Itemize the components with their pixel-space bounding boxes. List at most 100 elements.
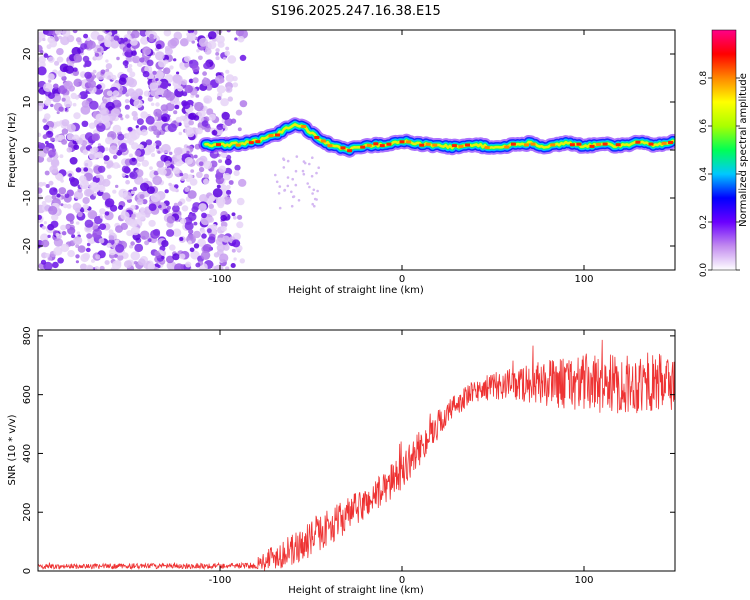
noise-blob: [155, 145, 160, 149]
noise-blob: [72, 30, 78, 34]
noise-blob: [295, 155, 299, 158]
noise-blob: [104, 211, 110, 216]
noise-blob: [77, 211, 83, 217]
noise-blob: [166, 215, 176, 224]
noise-blob: [162, 208, 169, 215]
spectral-peak: [347, 149, 353, 153]
noise-blob: [73, 112, 81, 120]
noise-blob: [198, 37, 209, 47]
noise-blob: [47, 73, 55, 81]
noise-blob: [149, 82, 159, 91]
noise-blob: [204, 47, 212, 55]
noise-blob: [218, 159, 223, 164]
noise-blob: [188, 229, 194, 235]
noise-blob: [167, 83, 171, 87]
x-tick-label: 100: [574, 274, 593, 285]
noise-blob: [315, 171, 318, 175]
noise-blob: [230, 263, 236, 268]
colorbar-tick-label: 0.4: [699, 167, 709, 182]
noise-blob: [86, 233, 93, 239]
noise-blob: [189, 60, 193, 64]
noise-blob: [225, 69, 230, 74]
noise-blob: [71, 46, 81, 56]
noise-blob: [225, 266, 230, 270]
noise-blob: [130, 134, 138, 141]
spectral-peak: [550, 143, 556, 147]
noise-blob: [156, 87, 165, 96]
noise-blob: [239, 258, 245, 264]
noise-blob: [44, 253, 50, 258]
spectral-peak: [320, 139, 326, 143]
noise-blob: [45, 130, 54, 138]
colorbar-tick-label: 0.0: [699, 263, 709, 278]
noise-blob: [225, 74, 235, 83]
noise-blob: [215, 196, 226, 207]
noise-blob: [172, 253, 180, 261]
noise-blob: [38, 214, 42, 220]
noise-blob: [80, 43, 88, 50]
noise-blob: [58, 106, 64, 112]
noise-blob: [134, 243, 144, 253]
noise-blob: [303, 161, 307, 165]
noise-blob: [133, 261, 138, 265]
noise-blob: [286, 184, 290, 188]
noise-blob: [46, 44, 52, 50]
x-tick-label: -100: [209, 575, 232, 586]
spectral-peak: [661, 141, 667, 145]
noise-blob: [97, 34, 104, 42]
noise-blob: [66, 147, 73, 153]
noise-blob: [116, 164, 121, 168]
noise-blob: [76, 231, 81, 235]
spectral-peak: [524, 143, 529, 147]
spectral-peak: [340, 146, 346, 150]
noise-blob: [82, 55, 90, 63]
noise-blob: [122, 60, 129, 66]
spectral-peak: [314, 136, 320, 139]
noise-blob: [66, 123, 76, 133]
noise-blob: [44, 195, 53, 203]
noise-blob: [49, 187, 58, 196]
noise-blob: [56, 48, 64, 56]
noise-blob: [66, 204, 72, 209]
noise-blob: [95, 254, 101, 260]
noise-blob: [102, 99, 108, 104]
noise-blob: [108, 235, 115, 241]
noise-blob: [239, 100, 248, 108]
spectrogram-ylabel: Frequency (Hz): [7, 112, 18, 188]
snr-panel: -100 0 100 0 200 400 600 800 Height of straight…: [7, 326, 676, 596]
noise-blob: [93, 48, 97, 52]
noise-blob: [135, 125, 139, 129]
noise-blob: [85, 264, 93, 270]
noise-blob: [172, 74, 183, 84]
figure-title: S196.2025.247.16.38.E15: [271, 4, 440, 19]
noise-blob: [208, 203, 214, 210]
noise-blob: [308, 185, 311, 189]
noise-blob: [187, 240, 192, 245]
noise-blob: [98, 122, 102, 126]
noise-blob: [184, 126, 194, 135]
noise-blob: [179, 63, 183, 67]
noise-blob: [131, 213, 136, 218]
y-tick-label: 10: [22, 96, 33, 109]
noise-blob: [43, 82, 53, 92]
noise-blob: [155, 78, 159, 82]
noise-blob: [222, 244, 230, 251]
noise-blob: [38, 142, 42, 146]
noise-blob: [89, 211, 98, 219]
y-tick-label: 20: [22, 48, 33, 61]
noise-blob: [142, 199, 148, 205]
y-tick-label: 800: [22, 326, 33, 345]
noise-blob: [308, 162, 311, 166]
noise-blob: [77, 245, 86, 253]
noise-blob: [67, 60, 71, 64]
noise-blob: [53, 246, 63, 256]
noise-blob: [61, 97, 66, 102]
noise-blob: [139, 194, 145, 199]
noise-blob: [56, 111, 60, 115]
noise-blob: [59, 154, 64, 159]
noise-blob: [203, 95, 213, 104]
noise-blob: [193, 221, 198, 226]
spectral-peak: [589, 144, 595, 148]
spectral-peak: [569, 143, 575, 147]
noise-blob: [48, 149, 56, 158]
